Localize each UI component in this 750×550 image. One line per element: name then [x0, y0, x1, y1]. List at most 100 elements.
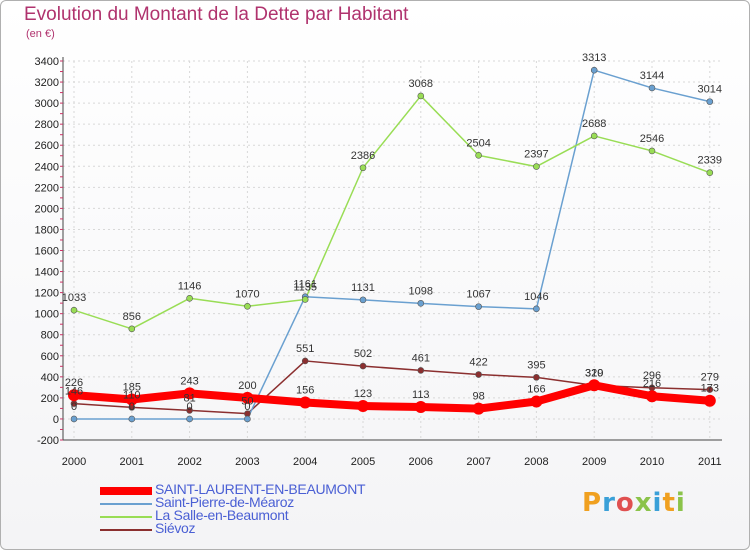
data-label: 279	[701, 372, 719, 384]
data-point	[590, 132, 598, 140]
data-label: 81	[183, 392, 195, 404]
data-label: 0	[129, 401, 135, 413]
data-label: 2504	[466, 137, 490, 149]
data-point	[183, 387, 196, 400]
y-tick-label: 1000	[35, 309, 59, 321]
logo-letter: t	[662, 488, 676, 518]
data-label: 1135	[293, 281, 317, 293]
data-point	[530, 395, 543, 408]
y-tick-label: 400	[41, 372, 59, 384]
legend-swatch	[100, 503, 152, 505]
data-label: 146	[65, 386, 83, 398]
x-tick-label: 2005	[351, 456, 375, 468]
data-label: 1098	[409, 285, 433, 297]
data-label: 2339	[698, 155, 722, 167]
data-point	[417, 92, 425, 100]
data-point	[475, 152, 482, 159]
y-tick-label: 600	[41, 351, 59, 363]
data-label: 1046	[524, 291, 548, 303]
data-label: 3144	[640, 70, 664, 82]
data-label: 226	[65, 377, 83, 389]
data-label: 395	[527, 359, 545, 371]
legend-label: SAINT-LAURENT-EN-BEAUMONT	[155, 481, 366, 497]
y-tick-label: 800	[41, 330, 59, 342]
logo-letter: i	[652, 488, 663, 518]
y-tick-label: 3200	[35, 77, 59, 89]
legend-swatch	[100, 487, 152, 495]
data-point	[703, 394, 716, 407]
x-tick-label: 2004	[293, 456, 317, 468]
data-label: 3014	[698, 84, 722, 96]
y-tick-label: -200	[37, 435, 59, 447]
data-point	[533, 374, 540, 381]
data-point	[706, 98, 714, 105]
data-label: 0	[187, 401, 193, 413]
y-tick-label: 1800	[35, 224, 59, 236]
data-label: 0	[71, 401, 77, 413]
series-line	[70, 381, 714, 413]
y-tick-label: 2000	[35, 203, 59, 215]
x-tick-label: 2003	[235, 456, 259, 468]
x-tick-label: 2001	[120, 456, 144, 468]
series-line	[73, 95, 711, 330]
data-point	[588, 379, 601, 392]
legend-label: La Salle-en-Beaumont	[155, 507, 289, 523]
x-tick-label: 2007	[466, 456, 490, 468]
data-label: 320	[585, 367, 603, 379]
logo-letter: P	[582, 488, 603, 518]
x-tick-label: 2011	[698, 456, 722, 468]
y-tick-label: 1200	[35, 288, 59, 300]
data-label: 319	[585, 367, 603, 379]
data-point	[70, 306, 78, 314]
data-point	[475, 303, 482, 310]
data-point	[301, 296, 309, 303]
data-label: 461	[412, 352, 430, 364]
y-tick-label: 2200	[35, 182, 59, 194]
data-point	[359, 296, 367, 304]
chart-subtitle: (en €)	[26, 28, 55, 40]
data-point	[359, 164, 367, 172]
data-point	[244, 415, 251, 423]
data-point	[590, 66, 598, 74]
data-point	[186, 294, 193, 302]
legend-swatch	[100, 529, 152, 531]
data-point	[533, 305, 540, 313]
x-tick-label: 2010	[640, 456, 664, 468]
data-point	[68, 389, 80, 402]
data-label: 185	[123, 381, 141, 393]
data-label: 3068	[409, 78, 433, 90]
data-point	[414, 401, 427, 414]
y-tick-label: 1600	[35, 246, 59, 258]
data-point	[241, 391, 254, 404]
logo-letter: i	[675, 488, 686, 518]
data-point	[646, 390, 658, 403]
tick-labels: -200020040060080010001200140016001800200…	[35, 56, 722, 468]
data-point	[706, 386, 714, 393]
data-point	[648, 84, 656, 92]
data-point	[417, 300, 425, 307]
data-label: 1067	[466, 289, 490, 301]
data-point	[128, 325, 136, 333]
data-label: 502	[354, 348, 372, 360]
x-tick-label: 2000	[62, 456, 86, 468]
data-point	[186, 407, 193, 414]
data-point	[244, 302, 251, 310]
data-label: 110	[123, 389, 141, 401]
data-point	[128, 415, 136, 423]
data-label: 2688	[582, 118, 606, 130]
data-label: 156	[296, 385, 314, 397]
data-label: 98	[472, 391, 484, 403]
data-point	[475, 371, 482, 378]
data-label: 123	[354, 388, 372, 400]
data-point	[533, 163, 540, 170]
legend-label: Saint-Pierre-de-Méaroz	[155, 494, 294, 510]
data-label: 1131	[351, 282, 375, 294]
data-label: 1070	[235, 288, 259, 300]
data-label: 551	[296, 343, 314, 355]
data-label: 173	[701, 383, 719, 395]
chart-title: Evolution du Montant de la Dette par Hab…	[24, 4, 409, 25]
data-label: 1033	[62, 292, 86, 304]
data-point	[357, 399, 369, 412]
